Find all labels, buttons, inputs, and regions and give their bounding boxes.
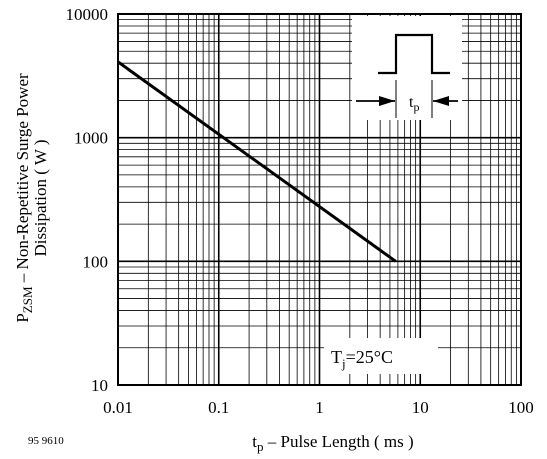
x-tick-label: 0.1: [208, 398, 229, 417]
y-axis-label-line1: PZSM – Non-Repetitive Surge Power: [13, 73, 35, 323]
y-axis-label-line2: Dissipation ( W ): [31, 140, 50, 257]
y-tick-label: 100: [83, 252, 109, 271]
series-group: [117, 60, 397, 263]
y-tick-label: 10: [91, 376, 108, 395]
annotation-sub: j: [341, 356, 346, 371]
x-tick-label: 1: [315, 398, 324, 417]
y-axis-label-main: P: [13, 313, 32, 322]
inset-label-main: t: [409, 94, 414, 111]
x-axis-label-sub: p: [257, 439, 264, 454]
annotation-background: [324, 338, 438, 374]
annotation-text: Tj=25°C: [331, 347, 393, 371]
x-tick-label: 100: [508, 398, 534, 417]
y-axis-label-rest: – Non-Repetitive Surge Power: [13, 73, 32, 286]
y-axis-label: PZSM – Non-Repetitive Surge Power Dissip…: [13, 73, 50, 323]
annotation-main: T: [331, 347, 342, 367]
y-tick-labels: 10 100 1000 10000: [66, 5, 109, 395]
figure-code: 95 9610: [28, 435, 64, 447]
y-tick-label: 10000: [66, 5, 109, 24]
inset-label-sub: p: [413, 100, 419, 114]
x-axis-label-main: t: [252, 432, 257, 451]
inset-label: tp: [409, 94, 419, 114]
x-axis-label: tp – Pulse Length ( ms ): [252, 432, 413, 454]
series-line: [117, 60, 397, 263]
x-axis-label-rest: – Pulse Length ( ms ): [264, 432, 414, 451]
plot-frame: [117, 13, 522, 386]
x-tick-labels: 0.01 0.1 1 10 100: [103, 398, 534, 417]
annotation-group: Tj=25°C: [324, 338, 438, 374]
arrowhead-left: [379, 96, 395, 106]
grid: [118, 14, 521, 385]
x-tick-label: 10: [412, 398, 429, 417]
pulse-inset: tp: [356, 33, 458, 118]
pulse-shape: [378, 33, 450, 75]
arrowhead-right: [433, 96, 449, 106]
y-tick-label: 1000: [74, 129, 108, 148]
y-axis-label-sub: ZSM: [20, 286, 35, 313]
annotation-rest: =25°C: [346, 347, 393, 367]
x-tick-label: 0.01: [103, 398, 133, 417]
